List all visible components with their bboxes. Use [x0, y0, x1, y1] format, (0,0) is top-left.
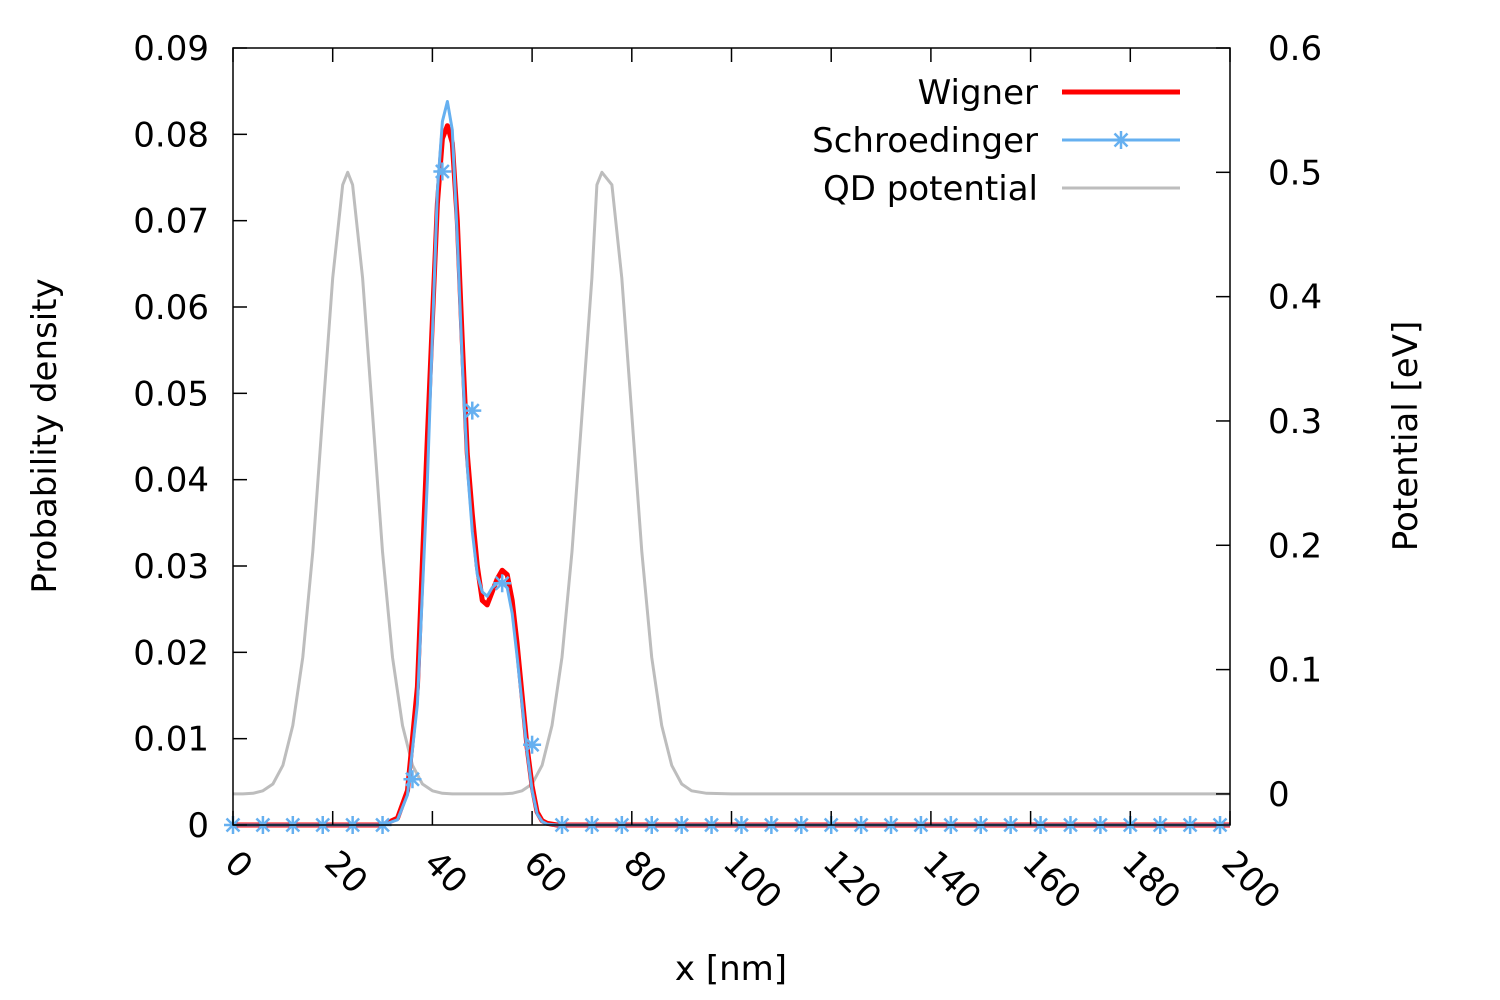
plot-frame [232, 47, 1231, 826]
y2-tick-label: 0 [1268, 775, 1290, 815]
schroedinger-marker [403, 770, 422, 789]
y2-tick-label: 0.6 [1268, 29, 1322, 69]
tick-layer: 0 20 40 60 80 100 120 140 160 180 200 0 0.01 0.02 0.03… [133, 29, 1322, 917]
y2-tick-label: 0.5 [1268, 153, 1322, 193]
x-tick-label: 180 [1114, 843, 1188, 917]
x-tick-label: 60 [516, 843, 575, 902]
y-tick-label: 0.01 [133, 720, 209, 760]
y-tick-label: 0.07 [133, 202, 209, 242]
legend-asterisk [1112, 131, 1130, 149]
schroedinger-marker [523, 735, 542, 754]
x-tick-label: 160 [1014, 843, 1088, 917]
y-tick-label: 0 [187, 806, 209, 846]
schroedinger-marker [433, 162, 452, 181]
legend-label-schroedinger: Schroedinger [812, 121, 1038, 161]
schroedinger-marker [463, 401, 482, 420]
series-line-schroedinger [233, 100, 1230, 827]
y-tick-label: 0.09 [133, 29, 209, 69]
x-tick-label: 0 [217, 843, 261, 887]
y-tick-label: 0.06 [133, 288, 209, 328]
x-tick-label: 100 [715, 843, 789, 917]
x-tick-label: 200 [1214, 843, 1288, 917]
y2-tick-label: 0.1 [1268, 651, 1322, 691]
y2-axis-label: Potential [eV] [1386, 321, 1426, 551]
series-line-qd-potential [233, 170, 1230, 796]
series-line-wigner [233, 123, 1230, 828]
plot-series-layer [224, 100, 1230, 834]
x-tick-label: 40 [416, 843, 475, 902]
legend-label-qd-potential: QD potential [823, 169, 1038, 209]
x-tick-label: 140 [915, 843, 989, 917]
y-axis-label: Probability density [25, 278, 65, 593]
x-tick-label: 20 [316, 843, 375, 902]
schroedinger-marker [493, 574, 512, 593]
legend: Wigner Schroedinger QD potential [812, 73, 1180, 209]
x-tick-label: 80 [615, 843, 674, 902]
y2-tick-label: 0.4 [1268, 278, 1322, 318]
legend-label-wigner: Wigner [918, 73, 1038, 113]
x-axis-label: x [nm] [675, 949, 787, 989]
y2-tick-label: 0.3 [1268, 402, 1322, 442]
y2-tick-label: 0.2 [1268, 526, 1322, 566]
x-tick-label: 120 [815, 843, 889, 917]
y-tick-label: 0.03 [133, 547, 209, 587]
y-tick-label: 0.05 [133, 374, 209, 414]
y-tick-label: 0.08 [133, 115, 209, 155]
y-tick-label: 0.02 [133, 633, 209, 673]
y-tick-label: 0.04 [133, 461, 209, 501]
legend-marker-schroedinger [1112, 131, 1130, 149]
